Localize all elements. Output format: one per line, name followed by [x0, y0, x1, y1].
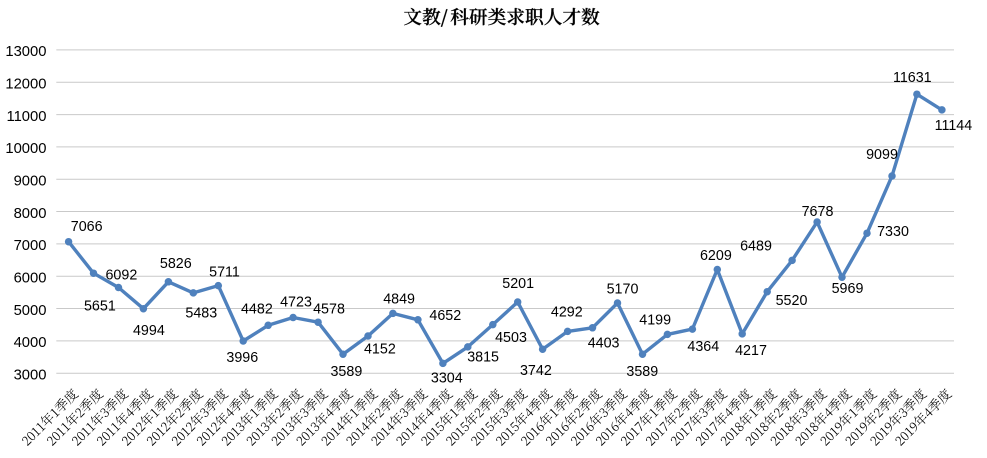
svg-text:6000: 6000 — [14, 271, 47, 287]
svg-text:6209: 6209 — [700, 248, 732, 264]
svg-text:3742: 3742 — [520, 363, 552, 379]
svg-text:4503: 4503 — [495, 330, 527, 346]
svg-text:11144: 11144 — [935, 118, 973, 134]
svg-text:3589: 3589 — [626, 364, 658, 380]
svg-text:3996: 3996 — [226, 350, 258, 366]
svg-text:12000: 12000 — [5, 77, 46, 93]
svg-text:3589: 3589 — [330, 364, 362, 380]
svg-text:7678: 7678 — [802, 204, 834, 220]
svg-text:4000: 4000 — [14, 335, 47, 351]
svg-text:4217: 4217 — [735, 343, 767, 359]
svg-text:5170: 5170 — [607, 282, 639, 298]
svg-text:4994: 4994 — [133, 323, 165, 339]
svg-text:4292: 4292 — [551, 304, 583, 320]
svg-text:7000: 7000 — [14, 238, 47, 254]
svg-text:4578: 4578 — [313, 302, 345, 318]
svg-text:9099: 9099 — [866, 147, 898, 163]
svg-text:6489: 6489 — [740, 238, 772, 254]
svg-text:3000: 3000 — [14, 368, 47, 384]
svg-text:5483: 5483 — [185, 306, 217, 322]
svg-text:6092: 6092 — [105, 267, 137, 283]
svg-text:5826: 5826 — [160, 256, 192, 272]
svg-text:11631: 11631 — [893, 70, 932, 86]
svg-text:8000: 8000 — [14, 206, 47, 222]
svg-text:3815: 3815 — [467, 349, 499, 365]
svg-text:4364: 4364 — [687, 339, 719, 355]
svg-text:4403: 4403 — [588, 336, 620, 352]
svg-text:5000: 5000 — [14, 303, 47, 319]
svg-text:5651: 5651 — [84, 298, 116, 314]
svg-text:9000: 9000 — [14, 174, 47, 190]
svg-text:11000: 11000 — [6, 109, 46, 125]
svg-text:5520: 5520 — [776, 293, 808, 309]
svg-text:13000: 13000 — [5, 44, 46, 60]
svg-text:5711: 5711 — [209, 265, 240, 281]
svg-text:4482: 4482 — [241, 301, 273, 317]
svg-text:10000: 10000 — [5, 141, 46, 157]
svg-text:7066: 7066 — [71, 219, 103, 235]
svg-text:4723: 4723 — [280, 294, 312, 310]
svg-text:4152: 4152 — [364, 342, 396, 358]
svg-text:4849: 4849 — [383, 291, 415, 307]
svg-text:4199: 4199 — [639, 313, 671, 329]
svg-text:5201: 5201 — [502, 276, 534, 292]
svg-text:4652: 4652 — [429, 308, 461, 324]
svg-text:3304: 3304 — [431, 371, 463, 387]
svg-text:5969: 5969 — [832, 281, 864, 297]
svg-text:7330: 7330 — [877, 224, 909, 240]
